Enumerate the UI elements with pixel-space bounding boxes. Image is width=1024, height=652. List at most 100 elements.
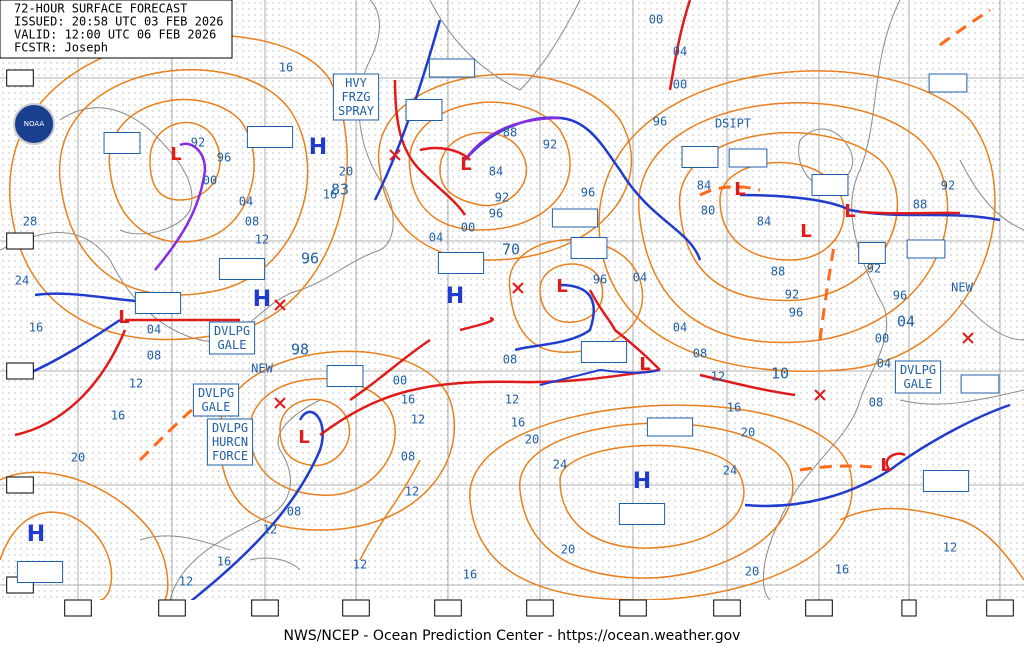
isobar-label: 92 [867, 262, 881, 276]
isobar-label: 92 [543, 138, 557, 152]
header-line: FCSTR: Joseph [14, 41, 108, 55]
isobar-label: 96 [653, 115, 667, 129]
isobar-label: 00 [461, 221, 475, 235]
isobar-label: 16 [323, 188, 337, 202]
isobar-label: 12 [255, 233, 269, 247]
isobar-label: 08 [503, 353, 517, 367]
isobar-label: 84 [757, 215, 771, 229]
isobar-label: 88 [771, 265, 785, 279]
warning-label-box [551, 208, 599, 228]
isobar-label: 08 [869, 396, 883, 410]
low-symbol: L [800, 221, 811, 242]
isobar-label: 04 [633, 271, 647, 285]
isobar-label: 12 [405, 485, 419, 499]
longitude-label-box [805, 599, 833, 617]
isobar-label: 08 [147, 349, 161, 363]
central-pressure-box [922, 470, 970, 492]
isobar-label: 12 [263, 523, 277, 537]
header-line: ISSUED: 20:58 UTC 03 FEB 2026 [14, 15, 224, 29]
central-pressure-box [618, 503, 666, 525]
central-pressure [134, 292, 182, 314]
isobar-label: 20 [741, 426, 755, 440]
central-pressure-box [437, 252, 485, 274]
longitude-label [805, 599, 833, 617]
longitude-label [526, 599, 554, 617]
isobar-label: 00 [393, 374, 407, 388]
warning-label: DVLPG HURCN FORCE [206, 418, 254, 466]
header-line: 72-HOUR SURFACE FORECAST [14, 2, 187, 16]
warning-label: DVLPG GALE [192, 383, 240, 417]
longitude-label [434, 599, 462, 617]
isobar-label: 96 [893, 289, 907, 303]
warning-label-text: DVLPG GALE [900, 363, 936, 391]
latitude-label-box [6, 69, 34, 87]
isobar-label: 12 [411, 413, 425, 427]
central-pressure [103, 132, 141, 154]
longitude-label [64, 599, 92, 617]
low-position-marks [274, 149, 974, 409]
latitude-label [6, 232, 34, 250]
isobar-label: 24 [15, 274, 29, 288]
isobar-label: 12 [711, 370, 725, 384]
isobar-label: 08 [245, 215, 259, 229]
footer-band [0, 600, 1024, 652]
central-pressure [681, 146, 719, 168]
warning-label-box [894, 360, 942, 394]
isobar-label: 08 [693, 347, 707, 361]
isobar-label: 16 [279, 61, 293, 75]
high-symbol: H [309, 135, 327, 160]
pressure-label: 04 [897, 313, 915, 331]
isobar-label: 08 [287, 505, 301, 519]
isobar-label: 16 [401, 393, 415, 407]
note-label: NEW [251, 362, 273, 376]
isobar-label: 96 [789, 306, 803, 320]
longitude-label-box [434, 599, 462, 617]
warning-label: HVY FRZG SPRAY [332, 73, 380, 121]
isobar-label: 16 [463, 568, 477, 582]
isobar-label: 24 [723, 464, 737, 478]
longitude-label [251, 599, 279, 617]
latitude-label-box [6, 476, 34, 494]
longitude-label [619, 599, 647, 617]
isobar-label: 12 [943, 541, 957, 555]
longitude-label-box [619, 599, 647, 617]
isobar-label: 96 [217, 151, 231, 165]
warning-label-box [928, 73, 968, 93]
pressure-label: 70 [502, 241, 520, 259]
longitude-label-box [64, 599, 92, 617]
isobar-label: 16 [111, 409, 125, 423]
longitude-label-box [158, 599, 186, 617]
longitude-label [158, 599, 186, 617]
central-pressure-box [858, 242, 886, 264]
isobar-label: 84 [489, 165, 503, 179]
low-symbol: L [734, 179, 745, 200]
isobar-label: 84 [697, 179, 711, 193]
isobar-label: 96 [489, 207, 503, 221]
high-symbol: H [253, 287, 271, 312]
central-pressure-box [246, 126, 294, 148]
central-pressure [16, 561, 64, 583]
warning-label [551, 208, 599, 228]
note-label: NEW [951, 281, 973, 295]
pressure-label: 83 [331, 181, 349, 199]
pressure-label: 98 [291, 341, 309, 359]
central-pressure [246, 126, 294, 148]
isobar-label: 00 [203, 174, 217, 188]
central-pressure-box [218, 258, 266, 280]
warning-label-text: DVLPG HURCN FORCE [212, 421, 248, 463]
isobar-label: 04 [673, 45, 687, 59]
low-symbol: L [460, 154, 471, 175]
longitude-label-box [713, 599, 741, 617]
latitude-label [6, 69, 34, 87]
isobar-label: 20 [339, 165, 353, 179]
isobar-label: 12 [129, 377, 143, 391]
warning-label-text: DVLPG GALE [214, 324, 250, 352]
low-symbol: L [844, 201, 855, 222]
isobar-label: 12 [505, 393, 519, 407]
warning-label [728, 148, 768, 168]
isobar-label: 12 [353, 558, 367, 572]
low-symbol: L [118, 307, 129, 328]
central-pressure-box [326, 365, 364, 387]
